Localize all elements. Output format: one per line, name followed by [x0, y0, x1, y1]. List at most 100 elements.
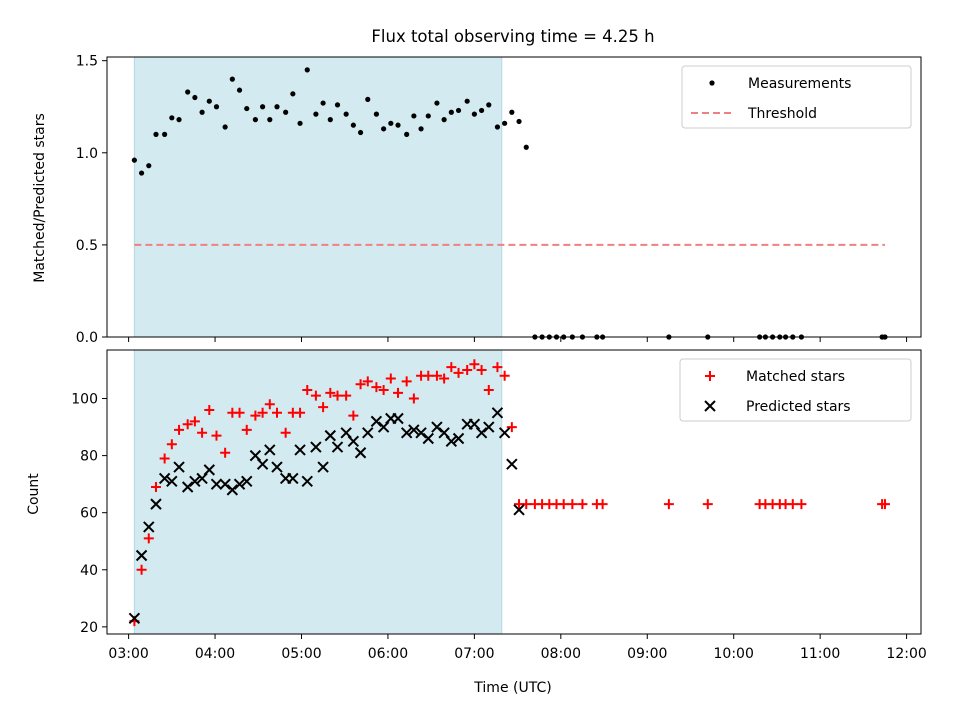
- legend-dot-marker: [709, 80, 715, 86]
- predicted-point: [408, 424, 420, 436]
- count-panel: 20 40 60 80 100 03:00 04:00 05:00 06:00 07:00 08:0…: [71, 349, 927, 662]
- ratio-y-tick-label: 0.5: [76, 238, 98, 254]
- ratio-axes-frame: [106, 56, 922, 338]
- measurement-point: [455, 107, 462, 114]
- predicted-point: [287, 472, 299, 485]
- x-tick-label: 11:00: [800, 646, 840, 662]
- measurement-point: [343, 111, 349, 117]
- matched-point: [264, 399, 275, 410]
- matched-point: [702, 499, 713, 510]
- predicted-point: [158, 472, 171, 485]
- x-tick-label: 06:00: [368, 646, 408, 662]
- matched-point: [355, 379, 366, 390]
- measurement-point: [252, 117, 258, 123]
- predicted-point: [498, 427, 511, 439]
- measurement-point: [425, 113, 431, 119]
- measurement-point: [448, 109, 454, 115]
- predicted-point: [317, 461, 329, 473]
- matched-point: [597, 499, 608, 510]
- predicted-point: [301, 475, 313, 488]
- matched-point: [143, 533, 154, 544]
- predicted-point: [173, 461, 185, 473]
- matched-point: [204, 404, 215, 415]
- measurement-point: [244, 105, 250, 112]
- measurement-point: [388, 120, 394, 126]
- x-tick-label: 03:00: [108, 646, 148, 662]
- measurement-point: [434, 100, 440, 106]
- matched-point: [189, 416, 200, 427]
- count-y-tick-label: 20: [80, 620, 98, 636]
- measurement-point: [229, 76, 235, 82]
- ratio-panel: 0.0 0.5 1.0 1.5 Measurements Threshold: [76, 54, 922, 346]
- matched-point: [310, 390, 321, 401]
- predicted-point: [271, 461, 283, 473]
- matched-point: [385, 373, 396, 384]
- measurement-point: [478, 107, 485, 114]
- matched-point: [182, 419, 193, 430]
- legend-label: Measurements: [748, 76, 851, 92]
- measurement-point: [350, 122, 356, 128]
- ratio-y-tick-label: 1.5: [76, 54, 98, 70]
- legend-plus-marker: [705, 371, 715, 381]
- measurement-point: [464, 98, 470, 104]
- matched-point: [341, 390, 352, 401]
- y-axis-label-ratio: Matched/Predicted stars: [32, 113, 48, 283]
- matched-point: [796, 499, 807, 510]
- predicted-point: [422, 432, 434, 445]
- matched-point: [521, 499, 532, 510]
- matched-point: [234, 407, 245, 418]
- measurement-point: [274, 104, 280, 110]
- matched-point: [492, 362, 503, 373]
- matched-point: [401, 376, 412, 387]
- matched-point: [174, 424, 185, 435]
- measurement-point: [199, 109, 205, 115]
- predicted-point: [475, 427, 488, 439]
- matched-point: [280, 427, 291, 438]
- matched-point: [483, 384, 494, 395]
- predicted-point: [264, 444, 276, 456]
- measurement-point: [381, 126, 387, 132]
- legend-box: [681, 65, 912, 129]
- matched-point: [506, 422, 517, 433]
- matched-point: [431, 370, 442, 381]
- measurement-point: [320, 100, 326, 106]
- matched-point: [295, 407, 306, 418]
- matched-point: [879, 499, 890, 510]
- predicted-point: [294, 444, 306, 456]
- matched-point: [423, 370, 434, 381]
- x-tick-label: 09:00: [627, 646, 667, 662]
- measurement-point: [236, 87, 243, 93]
- predicted-point: [400, 427, 413, 439]
- matched-point: [272, 407, 283, 418]
- predicted-point: [135, 549, 148, 562]
- measurement-point: [334, 102, 341, 108]
- predicted-point: [226, 484, 239, 496]
- matched-point: [220, 447, 231, 458]
- matched-point: [558, 499, 569, 510]
- ratio-legend: Measurements Threshold: [681, 65, 912, 129]
- predicted-point: [210, 478, 223, 490]
- measurement-point: [365, 96, 371, 102]
- matched-point: [378, 384, 389, 395]
- matched-point: [371, 382, 382, 393]
- measurement-point: [259, 104, 266, 110]
- matched-point: [663, 499, 674, 510]
- matched-point: [476, 364, 487, 375]
- matched-point: [166, 439, 177, 450]
- measurement-point: [153, 131, 159, 137]
- x-tick-label: 10:00: [714, 646, 754, 662]
- matched-point: [211, 430, 222, 441]
- predicted-point: [166, 475, 178, 488]
- count-y-tick-label: 40: [80, 563, 98, 579]
- matched-point: [453, 367, 464, 378]
- x-axis-label: Time (UTC): [473, 680, 551, 696]
- matched-point: [348, 410, 359, 421]
- predicted-point: [445, 435, 458, 448]
- measurement-point: [169, 115, 175, 121]
- y-axis-label-count: Count: [26, 473, 42, 515]
- matched-point: [787, 499, 798, 510]
- matched-point: [257, 407, 268, 418]
- matched-point: [567, 499, 578, 510]
- measurement-point: [185, 89, 191, 95]
